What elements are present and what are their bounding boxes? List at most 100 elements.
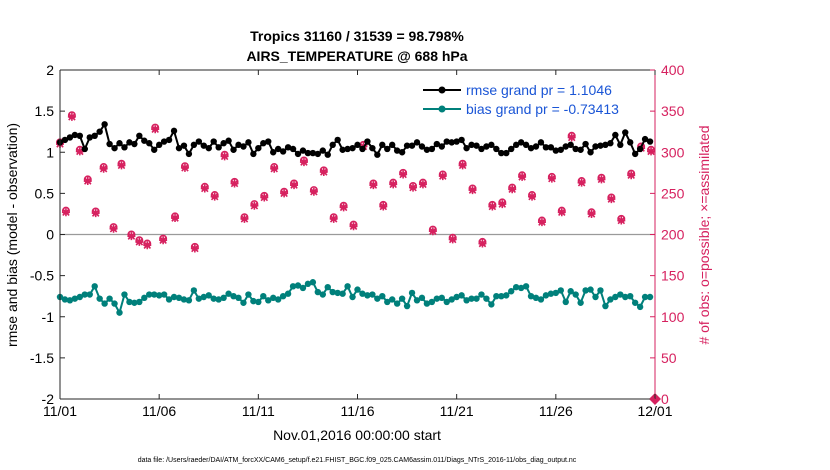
bias-series-point: [235, 294, 242, 302]
bias-series-point: [547, 290, 555, 297]
bias-series-point: [398, 295, 406, 302]
y-left-tick-label: -2: [42, 391, 55, 407]
obs-assimilated-marker: [528, 192, 537, 201]
rmse-series-point: [498, 149, 505, 157]
bias-series-point: [200, 293, 207, 301]
rmse-series-point: [205, 144, 212, 152]
obs-assimilated-marker: [143, 241, 152, 250]
x-axis-label: Nov.01,2016 00:00:00 start: [273, 427, 441, 443]
bias-series-point: [438, 294, 445, 302]
bias-series-point: [646, 293, 654, 301]
bias-series-point: [91, 283, 98, 290]
obs-assimilated-marker: [61, 208, 70, 217]
rmse-series-point: [582, 140, 589, 148]
rmse-series-point: [334, 136, 341, 144]
bias-series-point: [205, 292, 212, 299]
rmse-series-point: [260, 140, 267, 147]
obs-assimilated-marker: [270, 164, 279, 173]
rmse-series-point: [493, 145, 500, 153]
rmse-series-point: [607, 140, 614, 147]
bias-series-point: [379, 292, 386, 300]
y-right-tick-label: 300: [661, 144, 685, 160]
y-right-tick-label: 50: [661, 350, 677, 366]
rmse-series-point: [398, 149, 406, 156]
rmse-series-point: [165, 136, 173, 144]
y-left-tick-label: 1.5: [35, 103, 55, 119]
rmse-series-point: [636, 145, 644, 153]
obs-assimilated-marker: [117, 161, 126, 170]
chart-subtitle: AIRS_TEMPERATURE @ 688 hPa: [246, 48, 467, 64]
bias-series-point: [403, 302, 411, 310]
obs-assimilated-marker: [537, 218, 546, 227]
obs-assimilated-marker: [458, 161, 467, 170]
rmse-series-point: [121, 144, 128, 151]
bias-series-point: [339, 290, 346, 297]
rmse-series-point: [622, 129, 629, 136]
y-left-tick-label: 1: [46, 144, 54, 160]
rmse-series-point: [71, 131, 79, 139]
y-left-tick-label: 2: [46, 62, 54, 78]
bias-series-point: [478, 291, 485, 298]
legend-rmse-label: rmse grand pr = 1.1046: [466, 82, 612, 98]
obs-assimilated-marker: [379, 202, 388, 211]
rmse-series-point: [210, 138, 217, 145]
bias-series-point: [215, 296, 222, 303]
rmse-series-point: [131, 140, 138, 148]
bias-series-point: [364, 292, 371, 299]
bias-series-point: [319, 291, 326, 298]
bias-series-point: [473, 295, 480, 302]
bias-series-point: [66, 297, 74, 304]
x-tick-label: 11/01: [43, 403, 77, 419]
bias-series-point: [587, 286, 594, 293]
rmse-series-point: [155, 141, 163, 149]
obs-assimilated-marker: [508, 185, 517, 194]
bias-series-point: [631, 299, 639, 306]
obs-assimilated-marker: [250, 201, 259, 210]
obs-assimilated-marker: [339, 203, 348, 212]
rmse-series-point: [195, 138, 203, 145]
x-tick-label: 11/16: [341, 403, 375, 419]
obs-assimilated-marker: [498, 200, 507, 209]
bias-series-point: [250, 297, 257, 305]
rmse-series-point: [468, 141, 475, 149]
bias-series-point: [393, 300, 401, 307]
bias-series-point: [289, 283, 297, 290]
legend-bias-label: bias grand pr = -0.73413: [466, 101, 619, 117]
rmse-series-point: [96, 128, 103, 135]
obs-assimilated-marker: [448, 235, 457, 244]
rmse-series-point: [418, 143, 426, 150]
rmse-series-point: [389, 141, 396, 149]
rmse-series-point: [141, 137, 148, 144]
bias-series-point: [493, 292, 500, 300]
rmse-series-point: [423, 146, 431, 153]
bias-series-point: [146, 291, 153, 298]
obs-assimilated-marker: [627, 171, 636, 180]
legend-bias-marker: [438, 105, 446, 113]
rmse-series-point: [428, 145, 436, 153]
bias-series-point: [274, 296, 282, 303]
bias-series-point: [61, 296, 69, 303]
rmse-series-point: [379, 141, 386, 149]
rmse-series-point: [483, 143, 490, 150]
rmse-series-point: [413, 139, 421, 146]
rmse-series-point: [81, 145, 88, 153]
rmse-series-point: [597, 142, 604, 149]
bias-series-point: [542, 292, 550, 299]
data-file-footnote: data file: /Users/raeder/DAI/ATM_forcXX/…: [138, 457, 577, 464]
rmse-series-point: [116, 140, 123, 147]
bias-series-point: [175, 294, 183, 302]
bias-series-point: [155, 292, 163, 299]
bias-series-point: [413, 297, 421, 304]
bias-series-point: [270, 294, 277, 302]
bias-series-point: [359, 290, 366, 297]
y-left-tick-label: 0.5: [35, 185, 55, 201]
bias-series-point: [557, 287, 564, 294]
bias-series-point: [116, 309, 123, 316]
obs-assimilated-marker: [83, 177, 92, 186]
bias-series-point: [86, 291, 93, 298]
bias-series-point: [96, 295, 103, 302]
obs-assimilated-marker: [369, 181, 378, 190]
obs-assimilated-marker: [210, 192, 219, 201]
rmse-series-point: [329, 141, 336, 149]
y-left-tick-label: -1: [42, 309, 55, 325]
